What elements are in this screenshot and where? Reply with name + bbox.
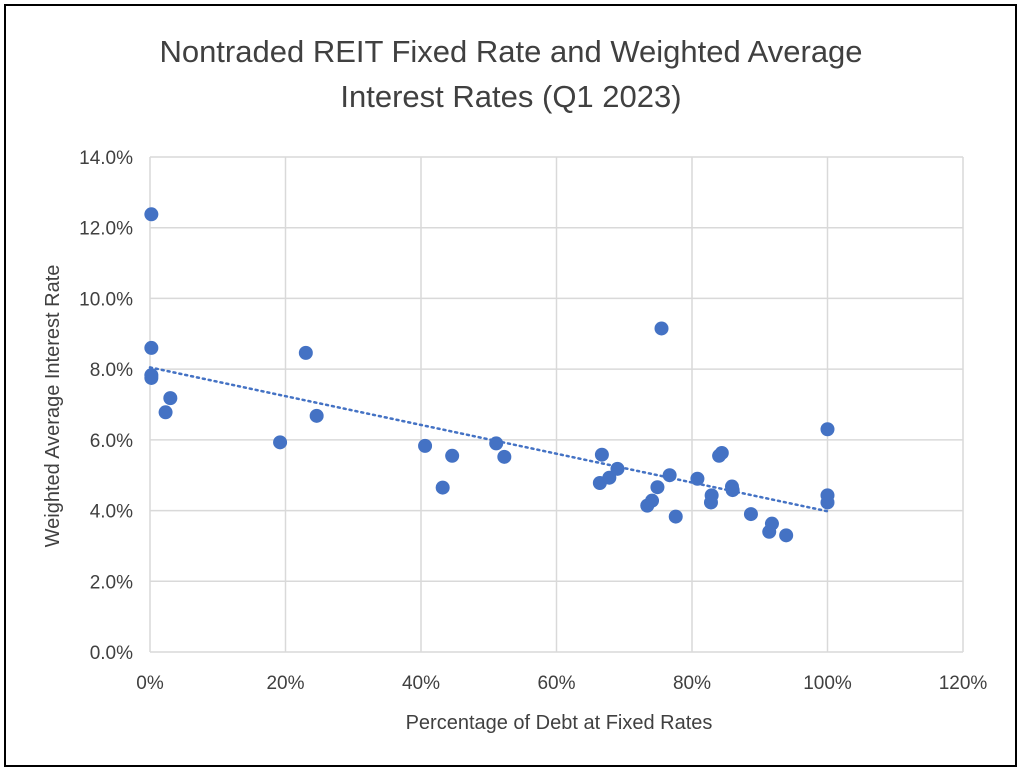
data-point <box>144 340 159 355</box>
data-point <box>445 448 460 463</box>
data-point <box>668 509 683 524</box>
data-point <box>497 449 512 464</box>
data-point <box>820 422 835 437</box>
data-point <box>704 488 719 503</box>
x-tick-label: 0% <box>136 673 164 694</box>
chart-title-line-1: Nontraded REIT Fixed Rate and Weighted A… <box>159 34 862 69</box>
chart-title-line-2: Interest Rates (Q1 2023) <box>340 79 681 114</box>
data-point <box>725 483 740 498</box>
data-point <box>610 461 625 476</box>
y-tick-label: 12.0% <box>79 219 133 240</box>
data-point <box>654 321 669 336</box>
gridlines <box>149 156 964 653</box>
y-tick-label: 0.0% <box>90 643 133 664</box>
data-point <box>743 507 758 522</box>
chart-frame: Nontraded REIT Fixed Rate and Weighted A… <box>4 4 1017 767</box>
data-point <box>418 438 433 453</box>
data-point <box>820 495 835 510</box>
data-point <box>144 370 159 385</box>
y-tick-label: 14.0% <box>79 148 133 169</box>
y-axis-ticks: 0.0% 2.0% 4.0% 6.0% 8.0% 10.0% 12.0% 14.0% <box>79 148 133 664</box>
y-tick-label: 2.0% <box>90 572 133 593</box>
y-axis-label: Weighted Average Interest Rate <box>42 265 64 548</box>
data-point <box>764 516 779 531</box>
x-tick-label: 60% <box>537 673 575 694</box>
y-tick-label: 4.0% <box>90 502 133 523</box>
data-point <box>602 470 617 485</box>
data-point <box>690 471 705 486</box>
data-point <box>298 345 313 360</box>
data-point <box>650 480 665 495</box>
data-point <box>273 435 288 450</box>
data-point <box>594 447 609 462</box>
x-tick-label: 40% <box>402 673 440 694</box>
x-axis-label: Percentage of Debt at Fixed Rates <box>406 712 713 734</box>
y-tick-label: 6.0% <box>90 431 133 452</box>
data-point <box>779 528 794 543</box>
scatter-chart: Nontraded REIT Fixed Rate and Weighted A… <box>42 34 987 734</box>
data-point <box>714 445 729 460</box>
y-tick-label: 8.0% <box>90 360 133 381</box>
x-tick-label: 80% <box>673 673 711 694</box>
data-point <box>144 207 159 222</box>
data-point <box>163 391 178 406</box>
x-tick-label: 100% <box>803 673 852 694</box>
data-point <box>662 468 677 483</box>
data-point <box>489 436 504 451</box>
x-tick-label: 120% <box>939 673 988 694</box>
data-points <box>144 207 835 543</box>
y-tick-label: 10.0% <box>79 289 133 310</box>
data-point <box>645 493 660 508</box>
data-point <box>309 408 324 423</box>
trendline <box>148 366 829 513</box>
data-point <box>435 480 450 495</box>
data-point <box>158 405 173 420</box>
x-axis-ticks: 0% 20% 40% 60% 80% 100% 120% <box>136 673 987 694</box>
x-tick-label: 20% <box>266 673 304 694</box>
